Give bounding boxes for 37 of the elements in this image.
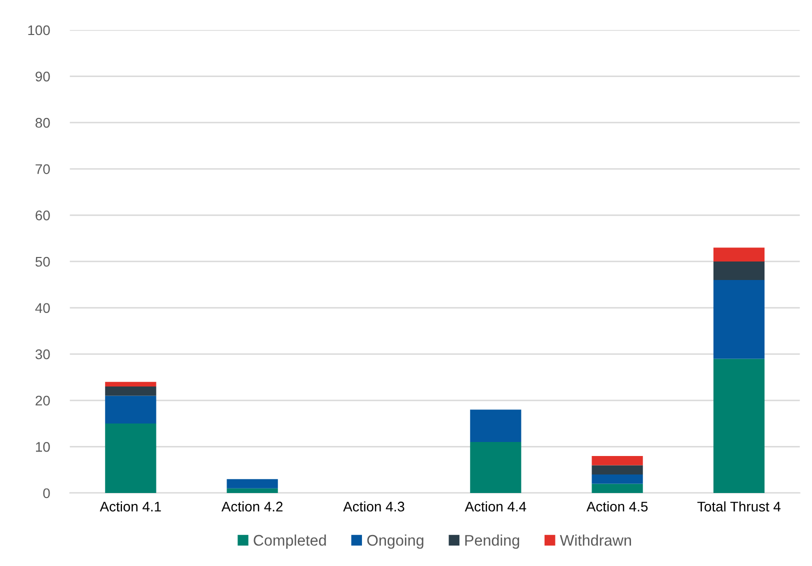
bar bbox=[105, 386, 156, 396]
bar bbox=[592, 456, 643, 466]
y-tick-label: 30 bbox=[35, 349, 50, 360]
y-tick-label: 40 bbox=[35, 303, 50, 313]
bar bbox=[226, 488, 278, 493]
bar bbox=[470, 442, 522, 493]
legend-label: Ongoing bbox=[367, 534, 424, 549]
y-tick-label: 0 bbox=[43, 488, 50, 498]
y-tick-label: 80 bbox=[36, 118, 50, 128]
bar bbox=[592, 474, 643, 484]
legend-label: Pending bbox=[465, 534, 520, 549]
x-tick-label: Action 4.3 bbox=[343, 501, 404, 512]
legend-label: Withdrawn bbox=[560, 534, 631, 546]
x-tick-label: Action 4.5 bbox=[586, 501, 648, 512]
bar bbox=[713, 261, 765, 280]
bar bbox=[592, 465, 643, 474]
y-tick-label: 20 bbox=[36, 396, 50, 406]
bar bbox=[105, 382, 156, 386]
bar bbox=[713, 358, 765, 493]
legend-label: Completed bbox=[254, 534, 326, 549]
y-tick-label: 60 bbox=[36, 210, 50, 220]
y-tick-label: 70 bbox=[36, 164, 50, 174]
x-tick-label: Action 4.4 bbox=[464, 501, 526, 512]
y-tick-label: 90 bbox=[36, 72, 50, 82]
bar bbox=[105, 424, 156, 493]
bar bbox=[592, 484, 643, 493]
x-tick-label: Action 4.2 bbox=[221, 501, 283, 512]
y-tick-label: 50 bbox=[35, 256, 50, 267]
x-tick-label: Action 4.1 bbox=[100, 501, 161, 512]
bar bbox=[713, 280, 765, 359]
bar bbox=[470, 410, 522, 442]
y-tick-label: 100 bbox=[28, 25, 50, 36]
y-tick-label: 10 bbox=[36, 442, 50, 452]
bar bbox=[226, 479, 278, 488]
x-tick-label: Total Thrust 4 bbox=[697, 501, 781, 512]
bar bbox=[105, 396, 156, 424]
bar bbox=[713, 248, 765, 262]
